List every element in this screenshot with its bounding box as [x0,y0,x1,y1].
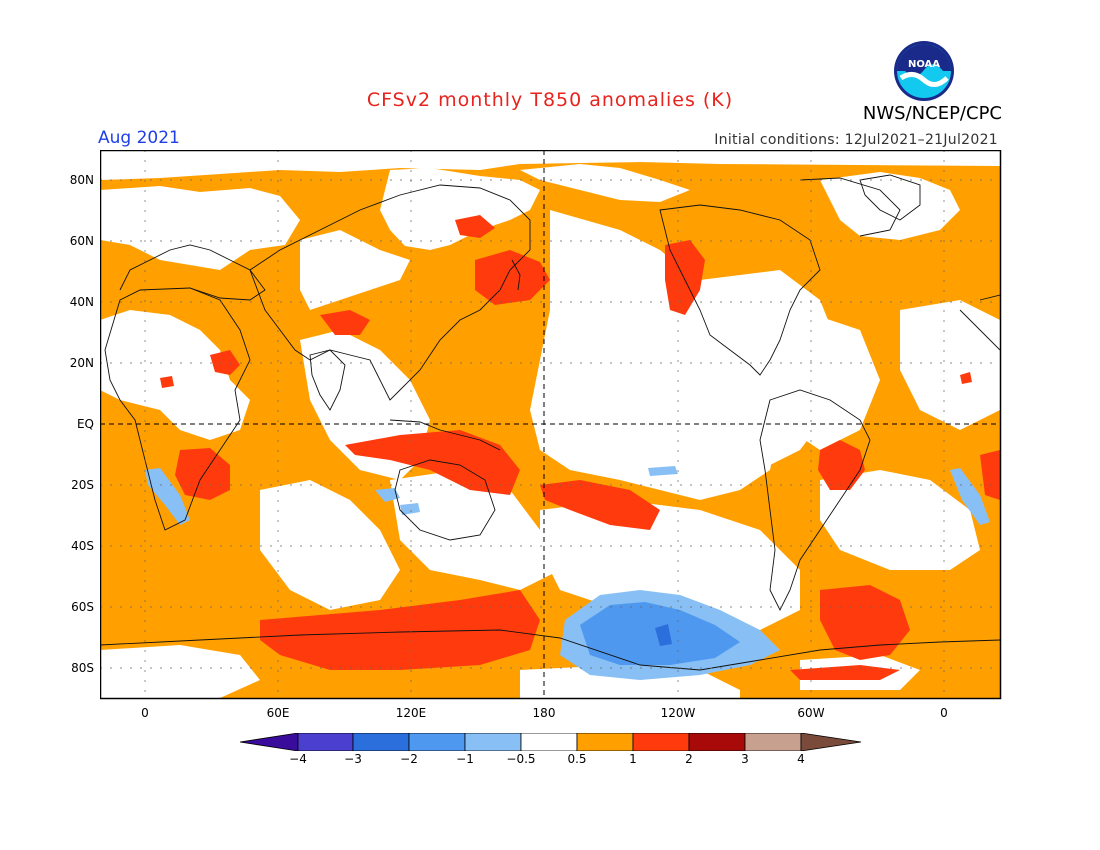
red-anomaly-regions [160,215,1000,680]
colorbar-bin [520,733,578,751]
colorbar-label: −4 [289,752,307,766]
svg-text:NOAA: NOAA [908,59,940,70]
colorbar-bin [688,733,746,751]
colorbar [240,733,862,751]
lon-label-60e: 60E [266,706,290,720]
map-frame [100,150,1002,700]
coastlines [100,174,1000,671]
equator-dateline [100,150,1000,698]
colorbar-label: −3 [344,752,362,766]
colorbar-label: −2 [400,752,418,766]
colorbar-bin [464,733,522,751]
lat-label-60n: 60N [69,234,94,248]
lat-label-40s: 40S [71,539,94,553]
lat-label-80s: 80S [71,661,94,675]
colorbar-label: 2 [685,752,693,766]
initial-conditions: Initial conditions: 12Jul2021–21Jul2021 [714,132,998,148]
colorbar-label: −1 [456,752,474,766]
colorbar-bin [352,733,410,751]
lon-label-0: 0 [141,706,149,720]
colorbar-bin [297,733,354,751]
lat-label-20s: 20S [71,478,94,492]
colorbar-bin [744,733,802,751]
lon-label-60w: 60W [797,706,825,720]
colorbar-label: 0.5 [567,752,587,766]
lon-label-0-right: 0 [940,706,948,720]
noaa-logo: NOAA [894,41,954,101]
dotted-gridlines [100,150,1000,698]
lat-label-20n: 20N [69,356,94,370]
forecast-period: Aug 2021 [98,128,180,148]
lat-label-60s: 60S [71,600,94,614]
lat-label-eq: EQ [76,417,94,431]
colorbar-arrow-low [240,733,299,751]
negative-anomaly-regions [145,466,990,680]
colorbar-bin [576,733,634,751]
anomaly-map [100,150,1002,700]
colorbar-label: −0.5 [506,752,536,766]
agency-label: NWS/NCEP/CPC [862,103,1002,124]
lon-label-120w: 120W [660,706,696,720]
colorbar-bin [632,733,690,751]
colorbar-label: 3 [741,752,749,766]
colorbar-label: 1 [629,752,637,766]
lat-label-80n: 80N [69,173,94,187]
lon-label-180: 180 [532,706,556,720]
colorbar-arrow-high [800,733,862,751]
lat-label-40n: 40N [69,295,94,309]
colorbar-bin [408,733,466,751]
map-title: CFSv2 monthly T850 anomalies (K) [366,89,734,111]
lon-label-120e: 120E [395,706,427,720]
colorbar-label: 4 [797,752,805,766]
